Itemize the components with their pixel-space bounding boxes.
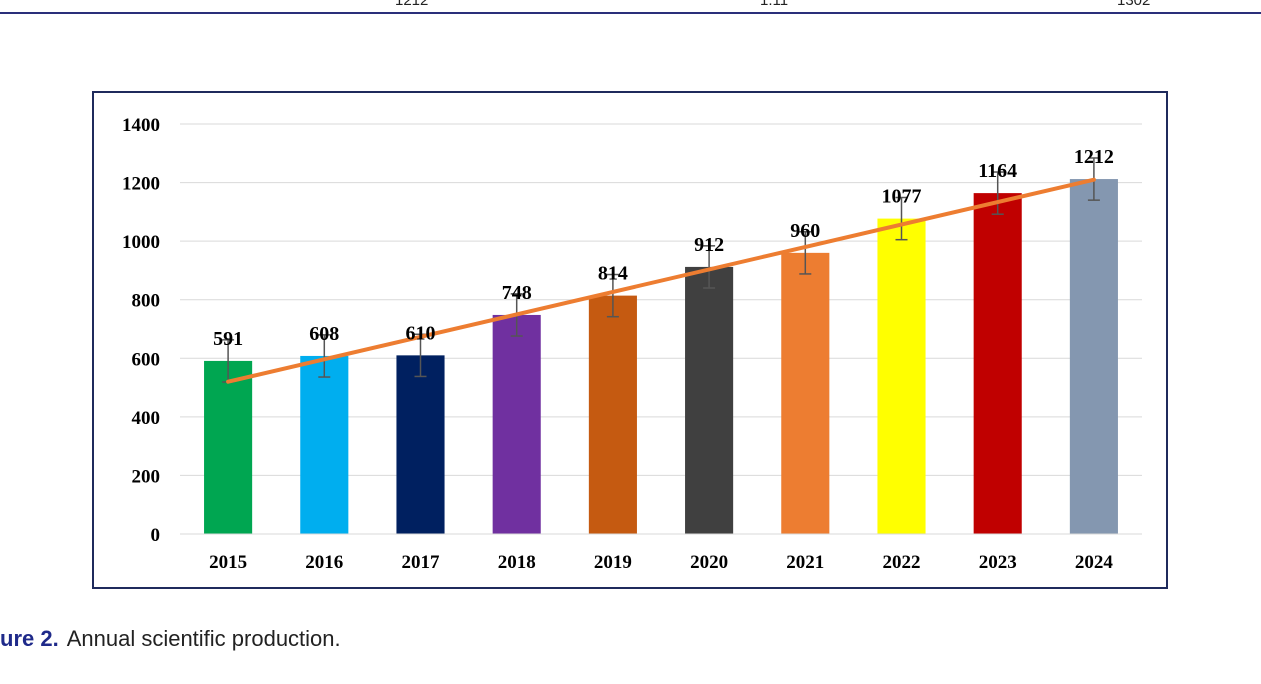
y-tick-label: 800 <box>132 291 161 312</box>
bar <box>781 252 830 534</box>
x-tick-label: 2015 <box>209 552 247 573</box>
chart-frame: 0 200 400 600 800 1000 1200 1400 591 608 610 748 814… <box>92 91 1168 589</box>
data-label: 748 <box>502 282 532 304</box>
header-cell-3: 1302 <box>1117 0 1151 9</box>
y-tick-label: 1200 <box>122 174 160 195</box>
data-label: 608 <box>309 323 339 345</box>
data-label: 1164 <box>978 160 1017 182</box>
trendline <box>226 177 1096 384</box>
bar <box>588 295 637 534</box>
data-label: 1077 <box>882 186 922 208</box>
bar <box>204 360 253 534</box>
x-tick-label: 2016 <box>305 552 343 573</box>
caption-text: Annual scientific production. <box>66 626 341 651</box>
figure-label: ure 2. <box>0 626 59 651</box>
bar <box>300 355 349 534</box>
data-label: 912 <box>694 234 724 256</box>
data-label: 610 <box>406 322 436 344</box>
data-label: 814 <box>598 263 628 285</box>
bar <box>492 314 541 534</box>
x-tick-label: 2023 <box>979 552 1017 573</box>
x-tick-label: 2020 <box>690 552 728 573</box>
y-tick-label: 0 <box>151 525 161 546</box>
top-rule <box>0 12 1261 14</box>
header-cell-1: 1212 <box>395 0 429 9</box>
y-tick-label: 400 <box>132 408 161 429</box>
x-tick-label: 2024 <box>1075 552 1114 573</box>
y-tick-label: 600 <box>132 349 161 370</box>
figure-caption: ure 2. Annual scientific production. <box>0 626 341 652</box>
data-label: 1212 <box>1074 146 1114 168</box>
y-tick-label: 1000 <box>122 232 160 253</box>
data-label: 591 <box>213 328 243 350</box>
x-tick-label: 2021 <box>786 552 824 573</box>
bar <box>396 355 445 534</box>
bar <box>973 193 1022 534</box>
y-tick-label: 1400 <box>122 115 160 136</box>
bar <box>877 218 926 534</box>
data-label: 960 <box>790 220 820 242</box>
x-tick-label: 2018 <box>498 552 536 573</box>
header-cell-2: 1.11 <box>760 0 789 9</box>
bar-chart: 0 200 400 600 800 1000 1200 1400 591 608 610 748 814… <box>122 115 1142 573</box>
x-tick-label: 2017 <box>402 552 441 573</box>
bar <box>685 266 734 534</box>
bar <box>1069 179 1118 535</box>
y-tick-label: 200 <box>132 466 161 487</box>
x-tick-label: 2019 <box>594 552 632 573</box>
x-tick-label: 2022 <box>883 552 921 573</box>
